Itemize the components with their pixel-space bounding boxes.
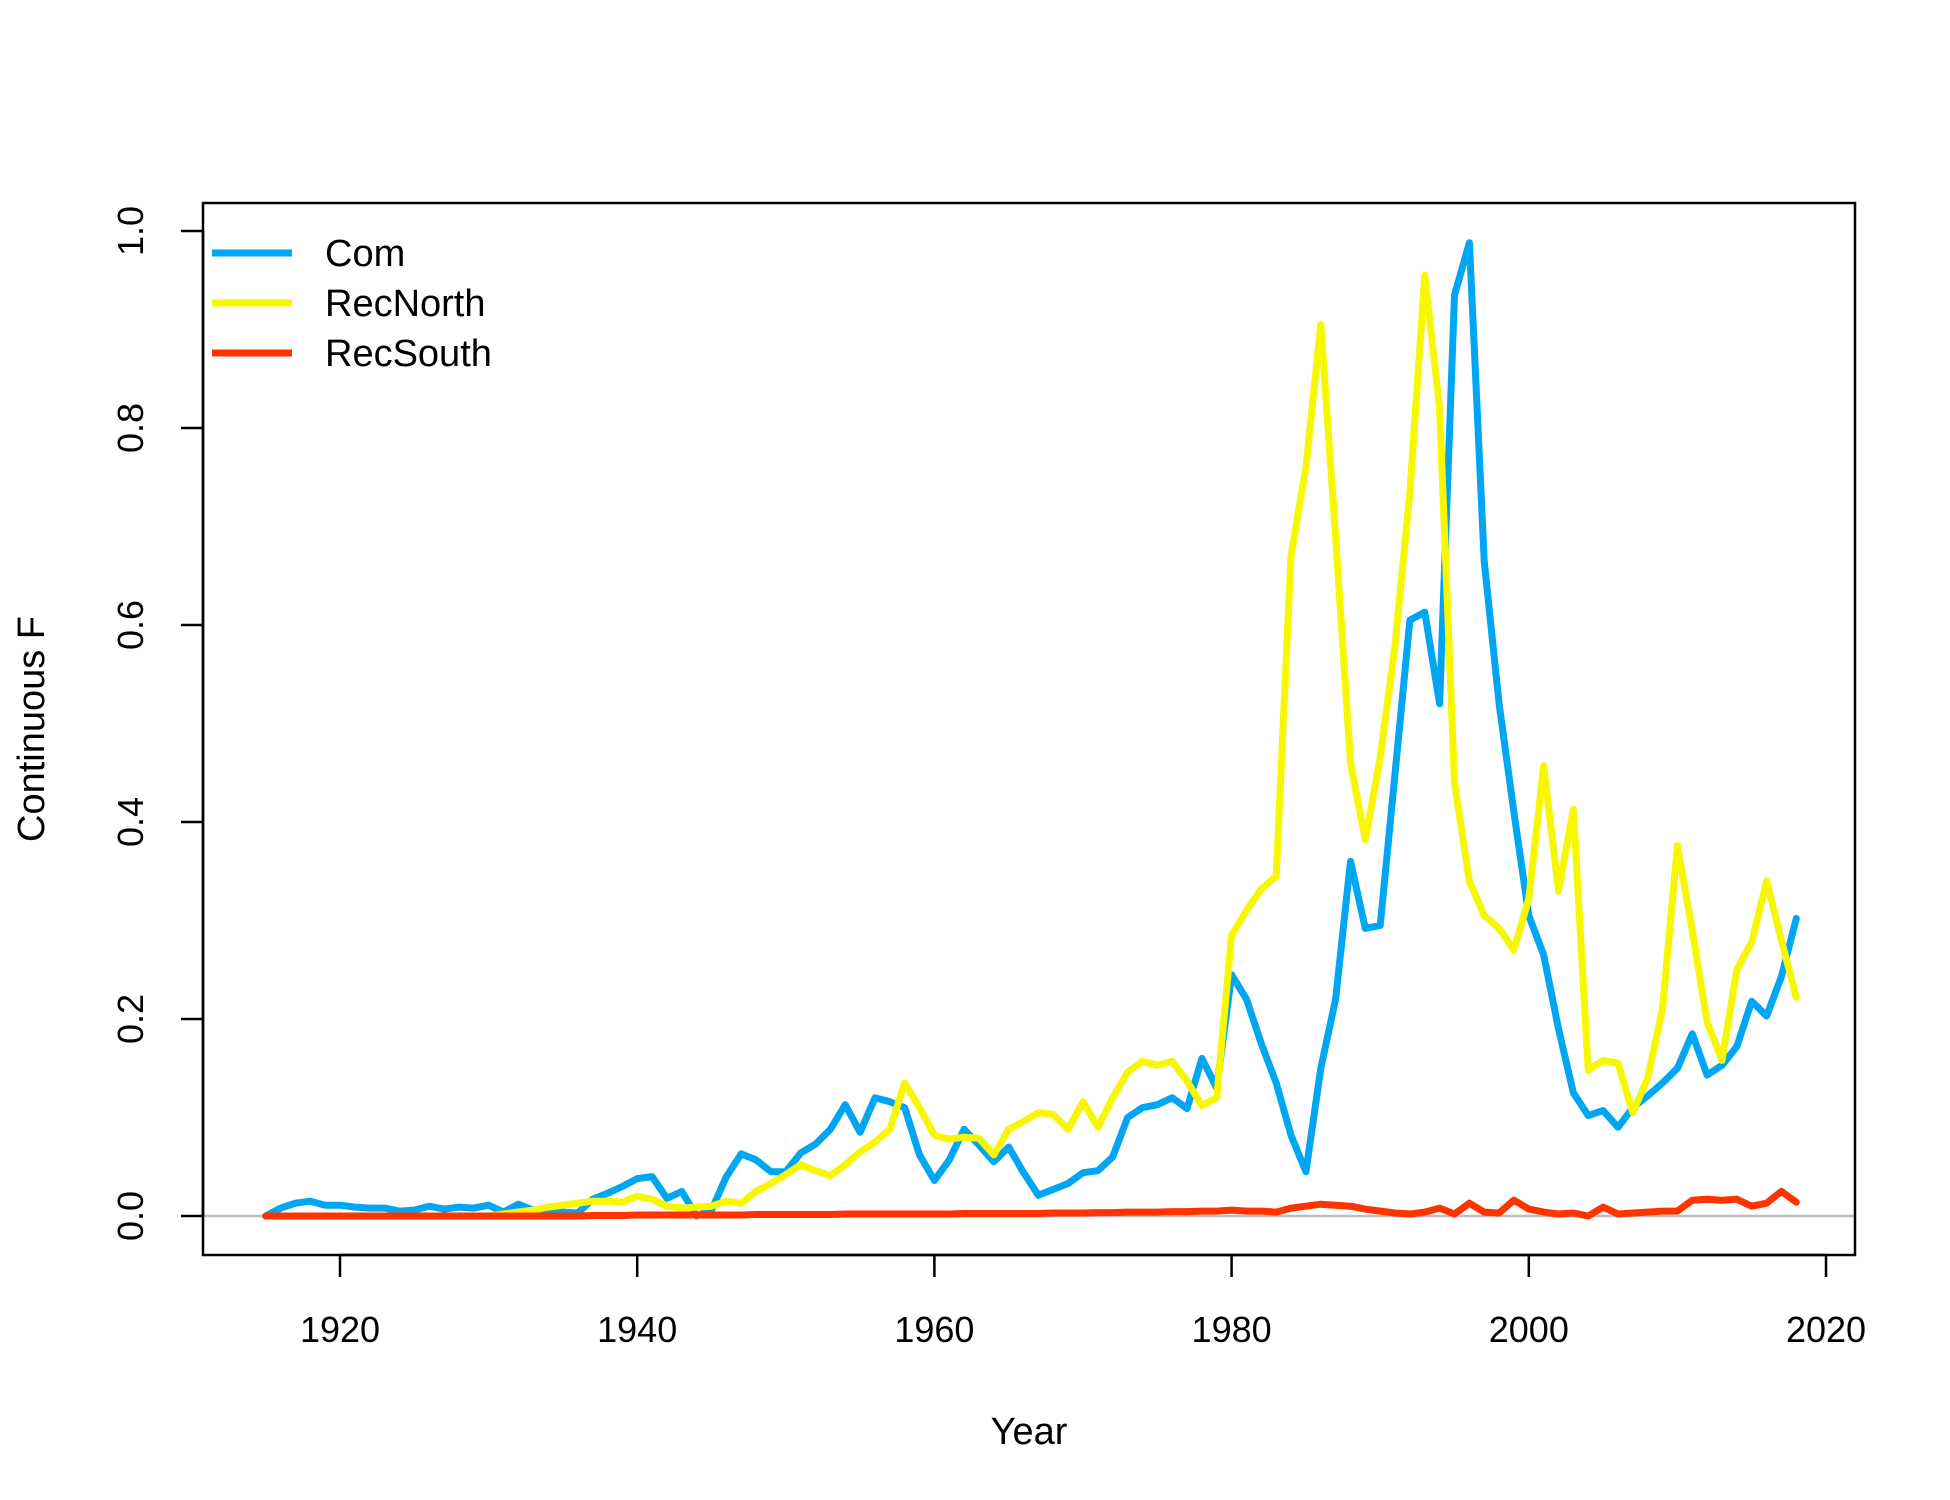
legend-label-recnorth: RecNorth: [325, 283, 486, 325]
y-tick-label: 0.6: [110, 600, 151, 650]
series-line-recnorth: [262, 271, 1800, 1220]
x-tick-label: 1920: [300, 1309, 380, 1350]
series-layer: [262, 239, 1800, 1220]
series-line-com: [262, 239, 1800, 1220]
y-tick-label: 0.0: [110, 1191, 151, 1241]
y-tick-label: 0.8: [110, 403, 151, 453]
series-line-recsouth: [262, 1187, 1800, 1220]
x-tick-label: 2000: [1489, 1309, 1569, 1350]
x-tick-label: 1980: [1192, 1309, 1272, 1350]
x-tick-label: 1940: [597, 1309, 677, 1350]
y-axis-title: Continuous F: [11, 616, 53, 842]
y-axis: 0.0 0.2 0.4 0.6 0.8 1.0: [110, 206, 205, 1241]
legend: Com RecNorth RecSouth: [212, 233, 492, 375]
x-tick-label: 1960: [894, 1309, 974, 1350]
x-tick-label: 2020: [1786, 1309, 1866, 1350]
y-tick-label: 1.0: [110, 206, 151, 256]
y-tick-label: 0.2: [110, 994, 151, 1044]
x-axis-title: Year: [991, 1411, 1068, 1453]
x-axis: 1920 1940 1960 1980 2000 2020: [300, 1253, 1866, 1350]
y-tick-label: 0.4: [110, 797, 151, 847]
legend-label-recsouth: RecSouth: [325, 333, 492, 375]
legend-label-com: Com: [325, 233, 405, 275]
